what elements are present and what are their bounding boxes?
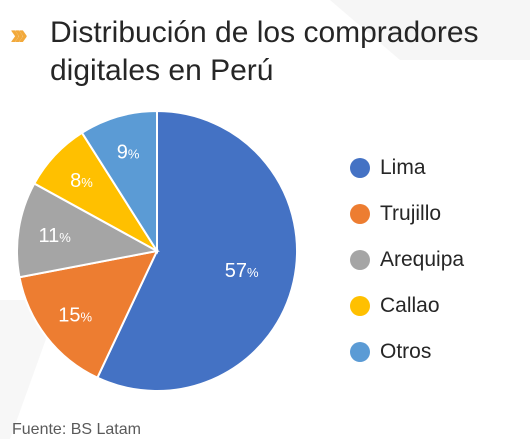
- pie-slice-arequipa: [16, 182, 160, 279]
- pie-chart: 57% 15% 11% 8% 9%: [16, 109, 298, 392]
- data-label-lima: 57%: [225, 260, 259, 282]
- legend-swatch: [350, 250, 370, 270]
- legend-swatch: [350, 342, 370, 362]
- pie-slice-lima: [96, 109, 298, 392]
- data-label-trujillo: 15%: [58, 304, 92, 326]
- legend-swatch: [350, 158, 370, 178]
- pie-slice-trujillo: [18, 249, 159, 380]
- legend-label: Callao: [380, 294, 440, 317]
- pie-slice-otros: [80, 109, 158, 255]
- data-label-otros: 9%: [117, 142, 140, 164]
- legend-item-lima: Lima: [350, 145, 464, 191]
- legend-swatch: [350, 296, 370, 316]
- legend: Lima Trujillo Arequipa Callao Otros: [350, 145, 464, 375]
- source-note: Fuente: BS Latam: [12, 421, 141, 438]
- data-label-arequipa: 11%: [39, 225, 72, 247]
- legend-label: Lima: [380, 156, 426, 179]
- legend-item-arequipa: Arequipa: [350, 237, 464, 283]
- legend-label: Trujillo: [380, 202, 442, 225]
- page-title: Distribución de los compradores digitale…: [50, 16, 479, 87]
- legend-item-trujillo: Trujillo: [350, 191, 464, 237]
- legend-item-callao: Callao: [350, 283, 464, 329]
- legend-label: Otros: [380, 340, 432, 363]
- legend-swatch: [350, 204, 370, 224]
- legend-label: Arequipa: [380, 248, 465, 271]
- data-label-callao: 8%: [70, 170, 93, 192]
- legend-item-otros: Otros: [350, 329, 464, 375]
